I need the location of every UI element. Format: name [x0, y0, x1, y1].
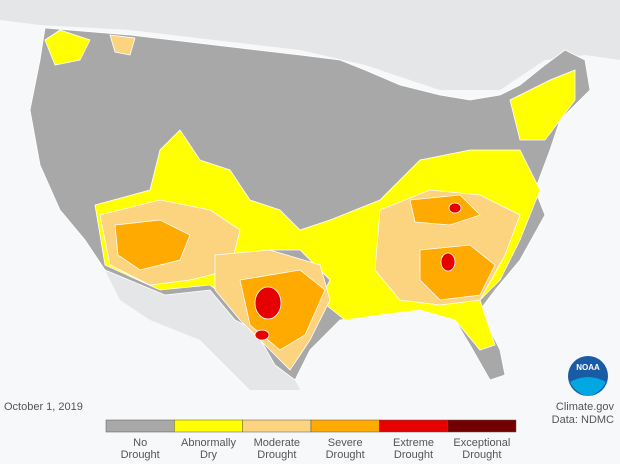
legend-swatch	[310, 419, 380, 433]
region	[114, 219, 191, 271]
legend-label: Drought	[462, 449, 501, 461]
legend-label: Drought	[257, 449, 296, 461]
legend-label: Abnormally	[181, 437, 237, 449]
legend-swatch	[105, 419, 175, 433]
mexico	[105, 270, 300, 390]
region	[509, 69, 576, 141]
logo-text: NOAA	[576, 363, 600, 372]
legend-label: Exceptional	[453, 437, 510, 449]
region	[254, 329, 270, 341]
legend-label: Moderate	[254, 437, 300, 449]
region	[109, 34, 136, 56]
region	[448, 202, 462, 214]
legend-label: No	[133, 437, 147, 449]
noaa-wave	[570, 377, 606, 396]
region	[44, 29, 91, 66]
region	[419, 244, 496, 301]
credit: Data: NDMC	[552, 414, 614, 426]
region	[254, 286, 282, 320]
region	[409, 194, 481, 226]
date: October 1, 2019	[4, 401, 83, 413]
canada	[0, 0, 620, 90]
legend-swatch	[447, 419, 517, 433]
legend-swatch	[379, 419, 448, 433]
legend-label: Drought	[394, 449, 433, 461]
legend: NoDroughtAbnormallyDryModerateDroughtSev…	[105, 419, 517, 461]
legend-label: Dry	[200, 449, 218, 461]
legend-label: Drought	[326, 449, 365, 461]
legend-label: Extreme	[393, 437, 434, 449]
region	[440, 252, 456, 272]
legend-label: Severe	[328, 437, 363, 449]
legend-swatch	[174, 419, 243, 433]
legend-swatch	[242, 419, 312, 433]
legend-label: Drought	[121, 449, 160, 461]
credit: Climate.gov	[556, 401, 615, 413]
